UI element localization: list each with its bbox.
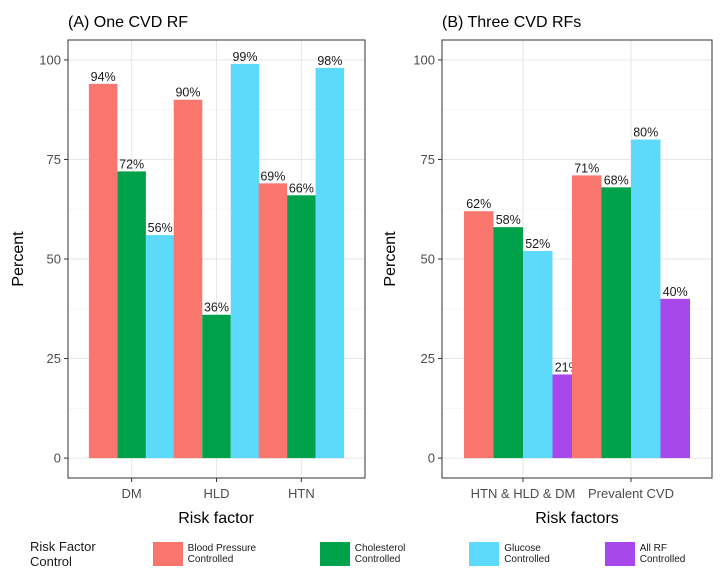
legend-title: Risk Factor Control: [30, 538, 96, 569]
legend-label-blood-pressure: Blood Pressure Controlled: [187, 542, 257, 565]
y-tick-label: 0: [428, 451, 435, 466]
legend-item-glucose: Glucose Controlled: [469, 541, 589, 566]
bar: [202, 314, 231, 459]
panel-a: 0 25 50 75 100 94% 72% 56% DM 90% 36% 99% HLD 69% 66% 9…: [10, 14, 366, 527]
bar: [230, 63, 260, 459]
y-axis-title: Percent: [10, 231, 27, 287]
bar: [660, 298, 690, 459]
bar-value-label: 68%: [604, 173, 629, 187]
bar-value-label: 69%: [260, 169, 285, 183]
legend-label-cholesterol: Cholesterol Controlled: [354, 542, 406, 565]
legend-key-all-rf: [604, 541, 635, 566]
y-tick-label: 75: [47, 152, 61, 167]
y-tick-label: 100: [39, 52, 61, 67]
bar-value-label: 71%: [574, 161, 599, 175]
plot-border: [67, 39, 366, 479]
bar-value-label: 80%: [633, 126, 658, 140]
bar: [287, 195, 316, 459]
bar: [145, 235, 175, 459]
x-tick-label: HTN: [288, 486, 315, 501]
legend-key-glucose: [469, 541, 500, 566]
bar: [523, 251, 553, 459]
bar: [117, 171, 146, 459]
x-tick-label: DM: [122, 486, 142, 501]
x-axis-title: Risk factors: [535, 510, 619, 527]
bar-value-label: 98%: [317, 54, 342, 68]
bar-value-label: 52%: [525, 237, 550, 251]
bar: [493, 227, 523, 459]
bar: [88, 83, 118, 459]
legend-item-all-rf: All RF Controlled: [604, 541, 715, 566]
legend-key-cholesterol: [319, 541, 350, 566]
bar-value-label: 90%: [175, 86, 200, 100]
bar-value-label: 72%: [119, 157, 144, 171]
y-tick-label: 100: [413, 52, 435, 67]
x-tick-label: HTN & HLD & DM: [471, 486, 576, 501]
bar-value-label: 66%: [289, 181, 314, 195]
panel-title: (A) One CVD RF: [68, 14, 188, 31]
panel-title: (B) Three CVD RFs: [442, 14, 581, 31]
bar-value-label: 58%: [496, 213, 521, 227]
bar: [601, 187, 631, 459]
y-tick-label: 25: [421, 351, 435, 366]
legend-label-all-rf: All RF Controlled: [639, 542, 686, 565]
y-tick-label: 25: [47, 351, 61, 366]
legend-item-cholesterol: Cholesterol Controlled: [319, 541, 453, 566]
bar: [173, 99, 203, 459]
x-axis-title: Risk factor: [178, 510, 254, 527]
bar-value-label: 94%: [91, 70, 116, 84]
legend-item-blood-pressure: Blood Pressure Controlled: [152, 541, 304, 566]
bar-value-label: 40%: [663, 285, 688, 299]
y-tick-label: 75: [421, 152, 435, 167]
legend-label-glucose: Glucose Controlled: [504, 542, 550, 565]
legend-key-blood-pressure: [152, 541, 183, 566]
y-tick-label: 0: [54, 451, 61, 466]
bar-value-label: 36%: [204, 301, 229, 315]
y-tick-label: 50: [47, 252, 61, 267]
y-tick-label: 50: [421, 252, 435, 267]
bar-value-label: 56%: [148, 221, 173, 235]
bar: [631, 139, 661, 459]
y-axis-title: Percent: [382, 231, 399, 287]
bar: [572, 175, 602, 459]
legend: Risk Factor Control Blood Pressure Contr…: [0, 538, 725, 569]
bar: [258, 183, 288, 459]
x-tick-label: Prevalent CVD: [588, 486, 674, 501]
bar: [315, 67, 345, 459]
bar-value-label: 62%: [466, 197, 491, 211]
x-tick-label: HLD: [203, 486, 229, 501]
plot-border: [441, 39, 713, 479]
bar-value-label: 99%: [232, 50, 257, 64]
bar: [464, 211, 494, 459]
